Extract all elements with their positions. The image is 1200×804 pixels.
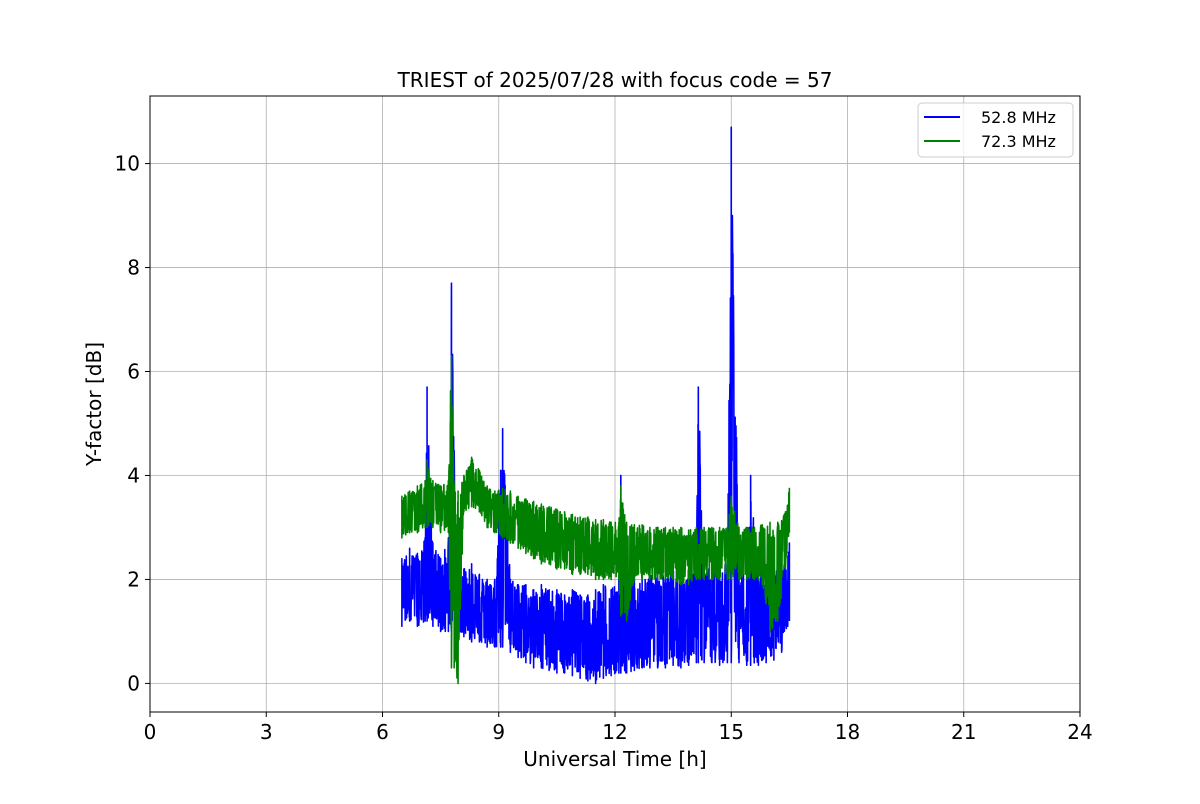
- y-tick-label: 8: [127, 256, 140, 280]
- x-tick-label: 6: [376, 720, 389, 744]
- x-tick-label: 0: [144, 720, 157, 744]
- y-tick-label: 6: [127, 360, 140, 384]
- y-axis-label: Y-factor [dB]: [82, 342, 106, 467]
- chart-title: TRIEST of 2025/07/28 with focus code = 5…: [397, 68, 833, 92]
- y-tick-label: 2: [127, 567, 140, 591]
- y-tick-label: 10: [115, 152, 140, 176]
- x-tick-label: 18: [835, 720, 860, 744]
- y-tick-label: 0: [127, 671, 140, 695]
- legend: 52.8 MHz 72.3 MHz: [917, 102, 1074, 158]
- x-tick-label: 12: [602, 720, 627, 744]
- series-line-72-3-mhz: [401, 355, 791, 685]
- x-tick-label: 21: [951, 720, 976, 744]
- legend-label-52-8: 52.8 MHz: [981, 108, 1056, 127]
- plot-series: [401, 126, 791, 685]
- x-axis-label: Universal Time [h]: [523, 747, 706, 771]
- x-tick-label: 15: [719, 720, 744, 744]
- x-tick-label: 3: [260, 720, 273, 744]
- y-tick-label: 4: [127, 463, 140, 487]
- legend-label-72-3: 72.3 MHz: [981, 132, 1056, 151]
- x-tick-label: 9: [492, 720, 505, 744]
- x-tick-label: 24: [1067, 720, 1092, 744]
